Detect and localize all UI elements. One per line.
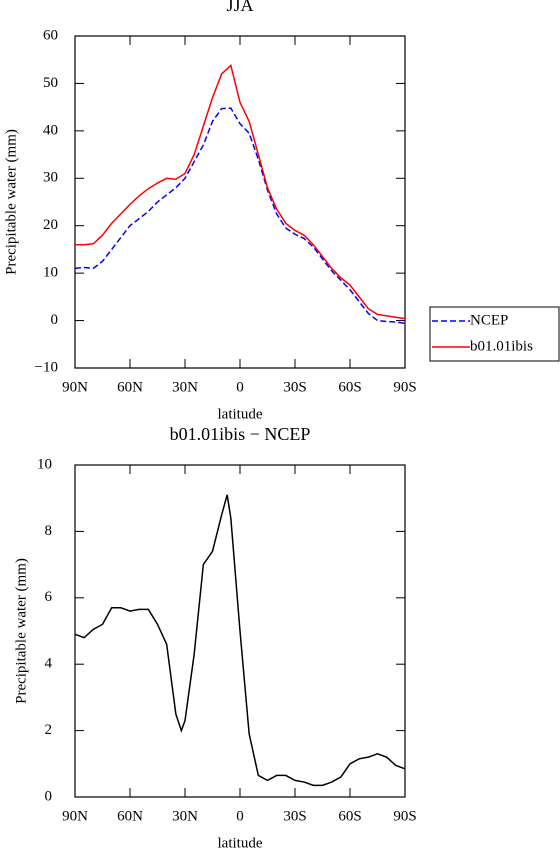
y-axis-label: Precipitable water (mm) [13,558,29,704]
x-tick-label: 60N [117,379,143,395]
chart-title: JJA [226,0,253,15]
y-tick-label: 0 [51,312,59,328]
data-line [75,63,406,320]
legend-box [429,306,560,362]
y-tick-label: 10 [43,265,58,281]
x-tick-label: 90S [393,808,416,824]
x-tick-label: 60S [338,808,361,824]
y-tick-label: 20 [43,217,58,233]
y-tick-label: 40 [43,122,58,138]
x-tick-label: 30N [172,379,198,395]
x-tick-label: 60S [338,379,361,395]
y-tick-label: 0 [45,788,53,804]
plot-frame [74,464,406,798]
data-line [74,107,406,325]
x-tick-label: 0 [236,808,244,824]
x-tick-label: 60N [117,808,143,824]
x-tick-label: 30S [283,379,306,395]
chart-title: b01.01ibis − NCEP [170,424,311,444]
x-axis-label: latitude [218,406,263,422]
x-tick-label: 90N [62,808,88,824]
legend-label: b01.01ibis [470,338,533,354]
plot-frame [74,35,406,369]
y-tick-label: 50 [43,75,58,91]
x-tick-label: 0 [236,379,244,395]
x-tick-label: 90S [393,379,416,395]
y-tick-label: 10 [37,456,52,472]
y-tick-label: 60 [43,27,58,43]
y-axis-label: Precipitable water (mm) [3,129,19,275]
y-tick-label: 2 [45,722,53,738]
x-axis-label: latitude [218,835,263,851]
data-line [74,494,406,787]
x-tick-label: 30S [283,808,306,824]
legend-label: NCEP [470,312,508,328]
x-tick-label: 30N [172,808,198,824]
x-tick-label: 90N [62,379,88,395]
y-tick-label: −10 [35,359,58,375]
y-tick-label: 30 [43,170,58,186]
y-tick-label: 6 [45,589,53,605]
y-tick-label: 8 [45,523,53,539]
y-tick-label: 4 [45,656,53,672]
